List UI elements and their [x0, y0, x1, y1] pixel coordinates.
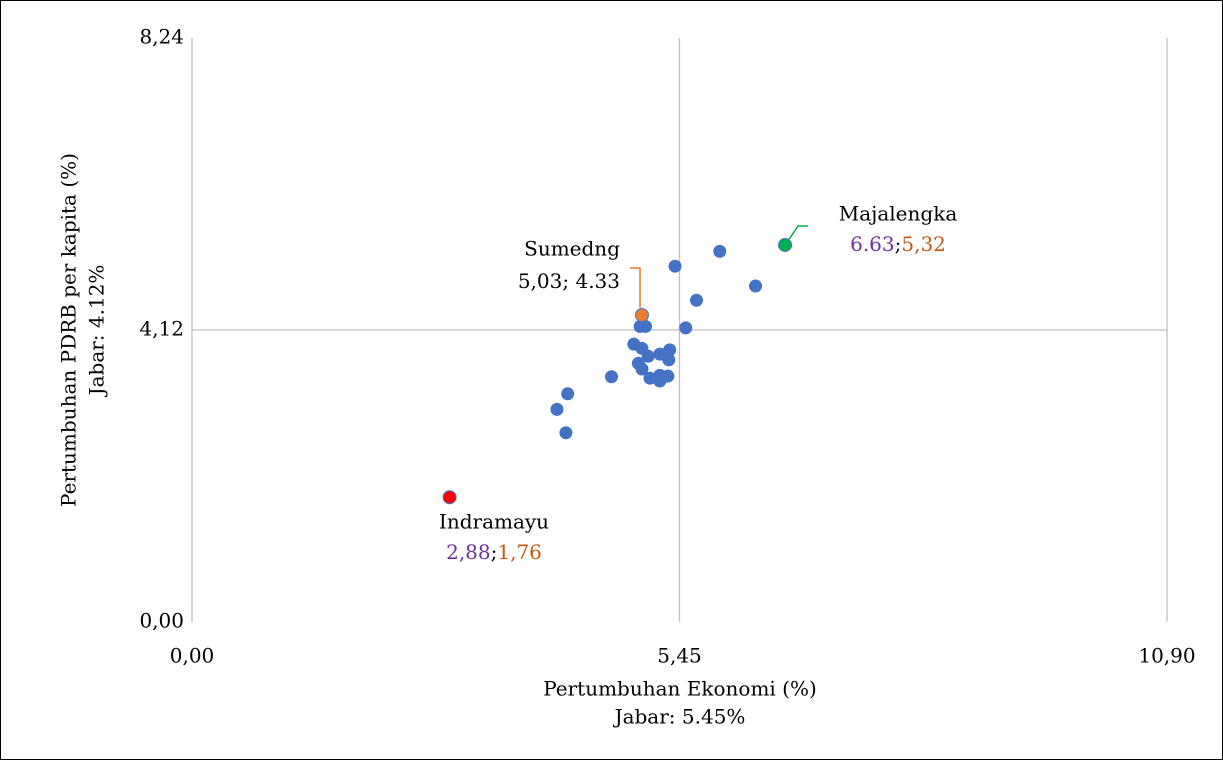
- point: [605, 370, 619, 384]
- y-value-label: 4.33: [575, 269, 620, 293]
- x-axis-title: Jabar: 5.45%: [613, 705, 746, 729]
- x-axis-title: Pertumbuhan Ekonomi (%): [543, 677, 817, 701]
- y-tick-label: 0,00: [139, 609, 184, 633]
- separator: ;: [895, 232, 902, 256]
- point-value-label: 6.63;5,32: [850, 232, 946, 256]
- separator: ;: [562, 269, 575, 293]
- point: [662, 353, 676, 367]
- x-value-label: 2,88: [446, 540, 491, 564]
- point: [689, 293, 703, 307]
- point-label: Indramayu: [439, 510, 549, 534]
- separator: ;: [491, 540, 498, 564]
- y-value-label: 5,32: [901, 232, 946, 256]
- point: [749, 279, 763, 293]
- point: [442, 490, 457, 505]
- leader-line: [787, 225, 808, 242]
- point: [713, 244, 727, 258]
- point-label: Majalengka: [839, 202, 958, 226]
- point: [661, 369, 675, 383]
- y-axis-title: Pertumbuhan PDRB per kapita (%): [57, 153, 81, 507]
- y-axis-title: Jabar: 4.12%: [85, 265, 109, 398]
- point: [559, 426, 573, 440]
- point: [641, 349, 655, 363]
- x-value-label: 5,03: [518, 269, 563, 293]
- point: [550, 402, 564, 416]
- y-tick-label: 8,24: [139, 25, 184, 49]
- point: [643, 371, 657, 385]
- x-tick-label: 10,90: [1138, 644, 1195, 668]
- point: [663, 343, 677, 357]
- point: [634, 308, 649, 323]
- leader-line: [630, 267, 641, 308]
- x-value-label: 6.63: [850, 232, 895, 256]
- point: [668, 259, 682, 273]
- point-value-label: 5,03; 4.33: [518, 269, 620, 293]
- point: [778, 237, 793, 252]
- y-value-label: 1,76: [497, 540, 542, 564]
- point-value-label: 2,88;1,76: [446, 540, 542, 564]
- point: [561, 387, 575, 401]
- point: [635, 362, 649, 376]
- x-tick-label: 0,00: [170, 644, 215, 668]
- point: [679, 321, 693, 335]
- point: [639, 319, 653, 333]
- point-label: Sumedng: [524, 237, 620, 261]
- y-tick-label: 4,12: [139, 317, 184, 341]
- x-tick-label: 5,45: [657, 644, 702, 668]
